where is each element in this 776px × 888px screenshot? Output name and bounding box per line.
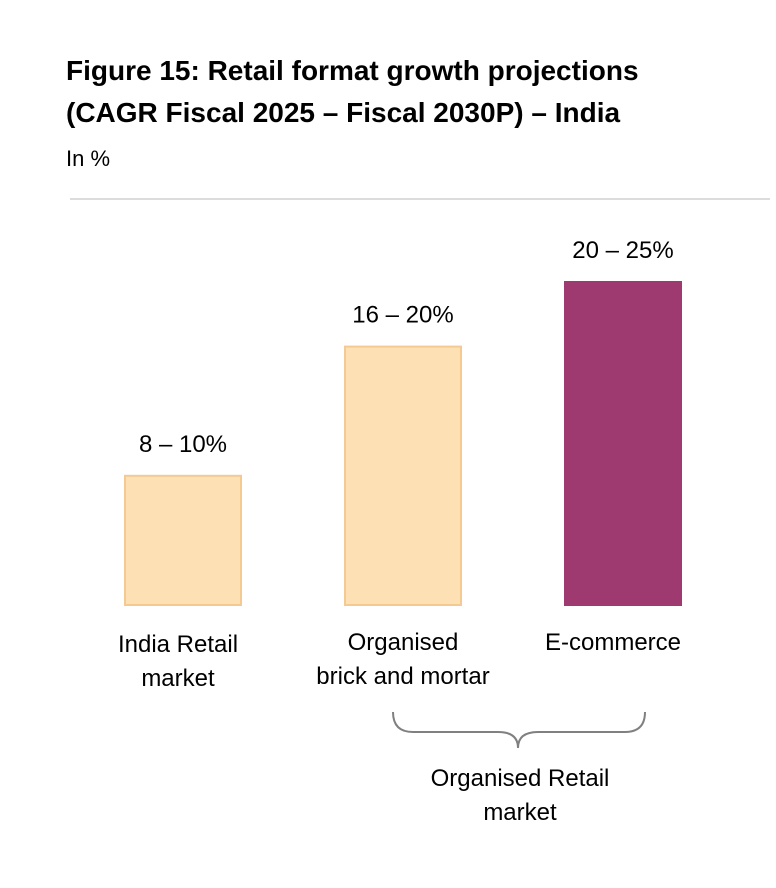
category-label-india-retail-market: India Retail market: [83, 628, 273, 696]
category-label-line: market: [141, 665, 215, 692]
chart-subtitle: In %: [66, 146, 111, 171]
category-label-organised-brick-and-mortar: Organised brick and mortar: [283, 626, 523, 694]
bar-e-commerce: [564, 281, 682, 606]
category-label-line: brick and mortar: [316, 663, 490, 690]
data-label-organised-brick-and-mortar: 16 – 20%: [352, 302, 453, 329]
chart-title-line-2: (CAGR Fiscal 2025 – Fiscal 2030P) – Indi…: [66, 97, 621, 128]
category-label-line: India Retail: [117, 631, 239, 658]
category-label-line: Organised: [347, 629, 459, 656]
chart-title: Figure 15: Retail format growth projecti…: [66, 50, 766, 134]
group-label-line: Organised Retail: [430, 765, 610, 792]
bar-india-retail-market: [124, 474, 242, 606]
title-divider: [70, 198, 770, 200]
category-label-line: E-commerce: [544, 629, 682, 656]
data-label-e-commerce: 20 – 25%: [572, 237, 673, 264]
group-brace: [392, 711, 646, 749]
group-label-line: market: [483, 799, 557, 826]
data-labels-layer: 8 – 10% 16 – 20% 20 – 25%: [139, 237, 674, 458]
chart-title-line-1: Figure 15: Retail format growth projecti…: [66, 55, 639, 86]
data-label-india-retail-market: 8 – 10%: [139, 431, 227, 458]
bars-layer: [124, 281, 682, 606]
group-label-organised-retail-market: Organised Retail market: [360, 762, 680, 830]
category-label-e-commerce: E-commerce: [513, 626, 713, 660]
bar-organised-brick-and-mortar: [344, 345, 462, 606]
